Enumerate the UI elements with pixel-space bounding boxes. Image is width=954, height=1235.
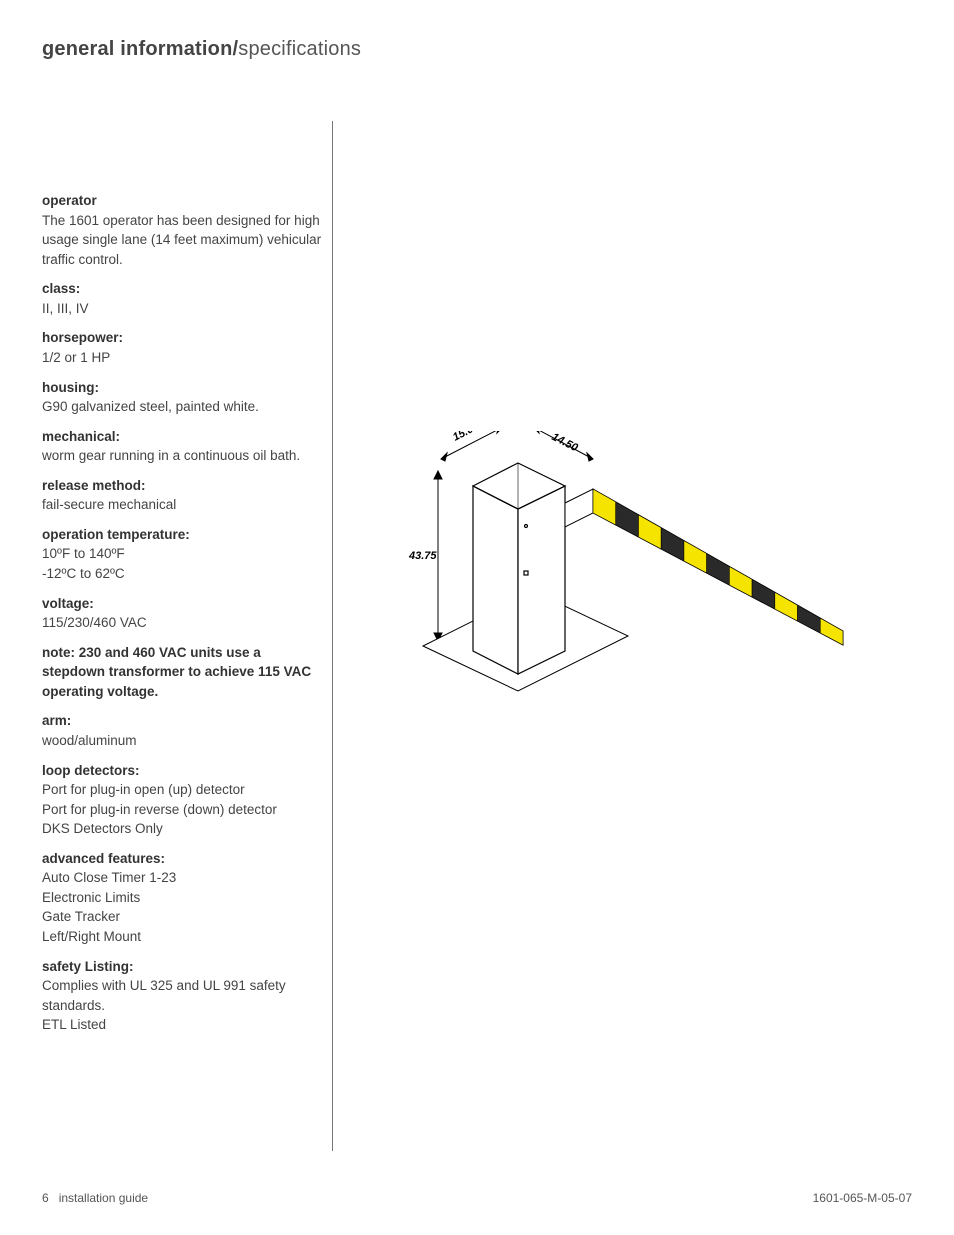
spec-note: note: 230 and 460 VAC units use a stepdo… xyxy=(42,643,322,702)
page-title: general information/specifications xyxy=(42,38,912,61)
spec-label: operation temperature: xyxy=(42,525,322,545)
spec-label: loop detectors: xyxy=(42,761,322,781)
spec-text: wood/aluminum xyxy=(42,731,322,751)
footer-left: 6 installation guide xyxy=(42,1191,148,1205)
content-row: operator The 1601 operator has been desi… xyxy=(42,121,912,1151)
spec-label: horsepower: xyxy=(42,328,322,348)
dim-label: 43.75 xyxy=(408,550,437,562)
spec-text: II, III, IV xyxy=(42,299,322,319)
spec-text: Left/Right Mount xyxy=(42,927,322,947)
title-light: specifications xyxy=(238,38,361,60)
spec-horsepower: horsepower: 1/2 or 1 HP xyxy=(42,328,322,367)
page: general information/specifications opera… xyxy=(0,0,954,1235)
dim-label: 14.50 xyxy=(550,431,581,455)
spec-text: Port for plug-in open (up) detector xyxy=(42,780,322,800)
page-number: 6 xyxy=(42,1191,49,1205)
spec-label: release method: xyxy=(42,476,322,496)
spec-label: voltage: xyxy=(42,594,322,614)
spec-loop: loop detectors: Port for plug-in open (u… xyxy=(42,761,322,839)
dim-label: 15.00 xyxy=(451,431,482,444)
spec-label: mechanical: xyxy=(42,427,322,447)
spec-text: 115/230/460 VAC xyxy=(42,613,322,633)
spec-text: Auto Close Timer 1-23 xyxy=(42,868,322,888)
spec-text: worm gear running in a continuous oil ba… xyxy=(42,446,322,466)
title-bold: general information/ xyxy=(42,38,238,60)
spec-text: 1/2 or 1 HP xyxy=(42,348,322,368)
spec-text: 10ºF to 140ºF xyxy=(42,544,322,564)
spec-mechanical: mechanical: worm gear running in a conti… xyxy=(42,427,322,466)
spec-text: -12ºC to 62ºC xyxy=(42,564,322,584)
spec-text: ETL Listed xyxy=(42,1015,322,1035)
spec-text: fail-secure mechanical xyxy=(42,495,322,515)
spec-text: The 1601 operator has been designed for … xyxy=(42,211,322,270)
spec-label: advanced features: xyxy=(42,849,322,869)
spec-label: housing: xyxy=(42,378,322,398)
spec-class: class: II, III, IV xyxy=(42,279,322,318)
spec-voltage: voltage: 115/230/460 VAC xyxy=(42,594,322,633)
spec-operator: operator The 1601 operator has been desi… xyxy=(42,191,322,269)
spec-advanced: advanced features: Auto Close Timer 1-23… xyxy=(42,849,322,947)
spec-text: Electronic Limits xyxy=(42,888,322,908)
spec-text: Complies with UL 325 and UL 991 safety s… xyxy=(42,976,322,1015)
page-footer: 6 installation guide 1601-065-M-05-07 xyxy=(42,1191,912,1205)
spec-release: release method: fail-secure mechanical xyxy=(42,476,322,515)
operator-diagram: 15.00 14.50 43.75 xyxy=(393,431,873,711)
footer-left-text: installation guide xyxy=(59,1191,148,1205)
spec-label: class: xyxy=(42,279,322,299)
spec-label: safety Listing: xyxy=(42,957,322,977)
footer-right: 1601-065-M-05-07 xyxy=(813,1191,912,1205)
spec-text: Gate Tracker xyxy=(42,907,322,927)
spec-label: operator xyxy=(42,191,322,211)
spec-label: arm: xyxy=(42,711,322,731)
spec-safety: safety Listing: Complies with UL 325 and… xyxy=(42,957,322,1035)
spec-text: DKS Detectors Only xyxy=(42,819,322,839)
diagram-column: 15.00 14.50 43.75 xyxy=(333,121,912,1151)
spec-temperature: operation temperature: 10ºF to 140ºF -12… xyxy=(42,525,322,584)
specs-column: operator The 1601 operator has been desi… xyxy=(42,121,332,1151)
spec-text: Port for plug-in reverse (down) detector xyxy=(42,800,322,820)
spec-text: G90 galvanized steel, painted white. xyxy=(42,397,322,417)
spec-arm: arm: wood/aluminum xyxy=(42,711,322,750)
spec-housing: housing: G90 galvanized steel, painted w… xyxy=(42,378,322,417)
